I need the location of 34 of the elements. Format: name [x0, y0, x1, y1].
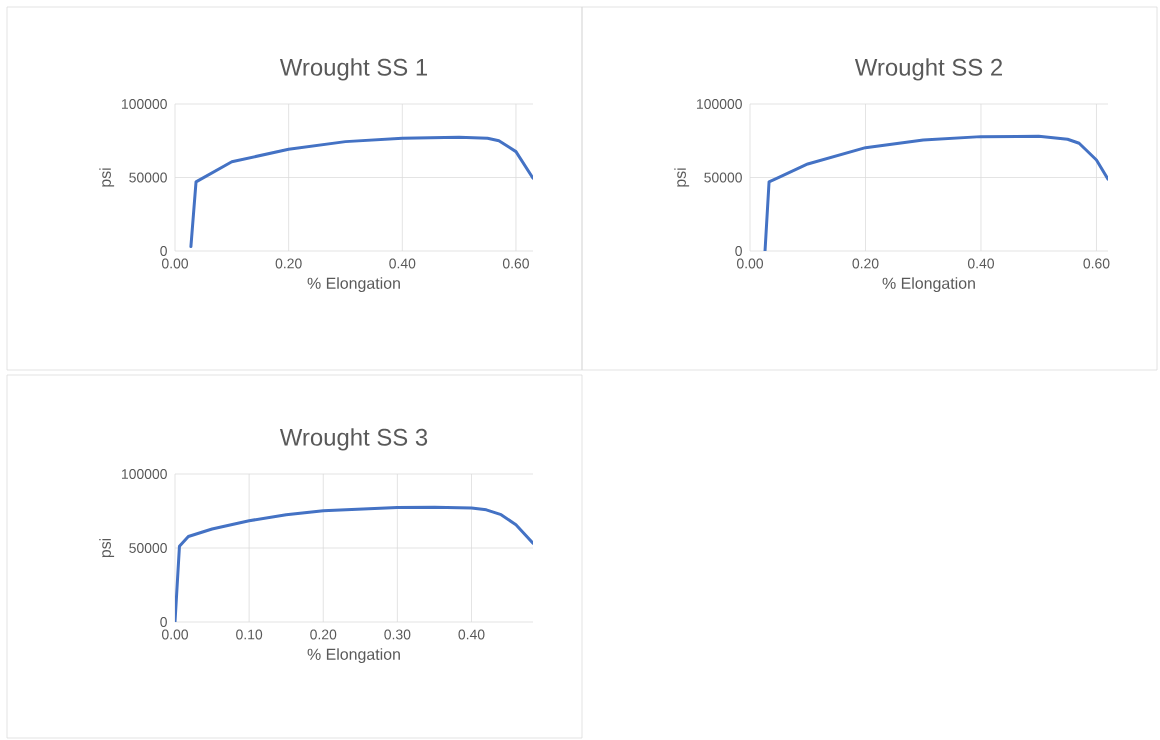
line-series — [175, 505, 533, 622]
x-axis-title: % Elongation — [307, 648, 400, 664]
x-tick-label: 0.40 — [967, 258, 995, 269]
y-tick-label: 50000 — [129, 172, 167, 183]
y-tick-label: 100000 — [122, 99, 167, 109]
y-tick-label: 0 — [160, 617, 167, 627]
x-tick-label: 0.20 — [275, 258, 302, 269]
x-tick-label: 0.00 — [736, 258, 764, 269]
chart-title: Wrought SS 1 — [279, 58, 428, 81]
x-tick-label: 0.10 — [236, 629, 263, 640]
x-axis-title: % Elongation — [882, 277, 975, 293]
x-tick-label: 0.00 — [161, 258, 189, 269]
y-tick-label: 50000 — [129, 543, 167, 553]
line-series — [763, 134, 1109, 251]
x-tick-label: 0.40 — [458, 629, 485, 640]
x-tick-label: 0.20 — [310, 629, 337, 640]
chart-title: Wrought SS 2 — [854, 58, 1002, 81]
y-tick-label: 50000 — [704, 172, 742, 183]
y-axis-title: psi — [99, 538, 115, 558]
x-tick-label: 0.60 — [502, 258, 529, 269]
x-tick-label: 0.40 — [389, 258, 416, 269]
x-tick-label: 0.30 — [384, 629, 411, 640]
x-tick-label: 0.20 — [852, 258, 879, 269]
y-tick-label: 100000 — [697, 99, 742, 109]
y-tick-label: 0 — [160, 246, 167, 256]
y-tick-label: 100000 — [122, 469, 167, 479]
line-series — [189, 135, 533, 249]
x-tick-label: 0.60 — [1083, 258, 1110, 269]
y-axis-title: psi — [674, 168, 690, 187]
y-axis-title: psi — [99, 168, 115, 187]
chart-title: Wrought SS 3 — [279, 428, 428, 451]
x-axis-title: % Elongation — [307, 277, 400, 293]
y-tick-label: 0 — [735, 246, 742, 256]
x-tick-label: 0.00 — [161, 629, 189, 640]
